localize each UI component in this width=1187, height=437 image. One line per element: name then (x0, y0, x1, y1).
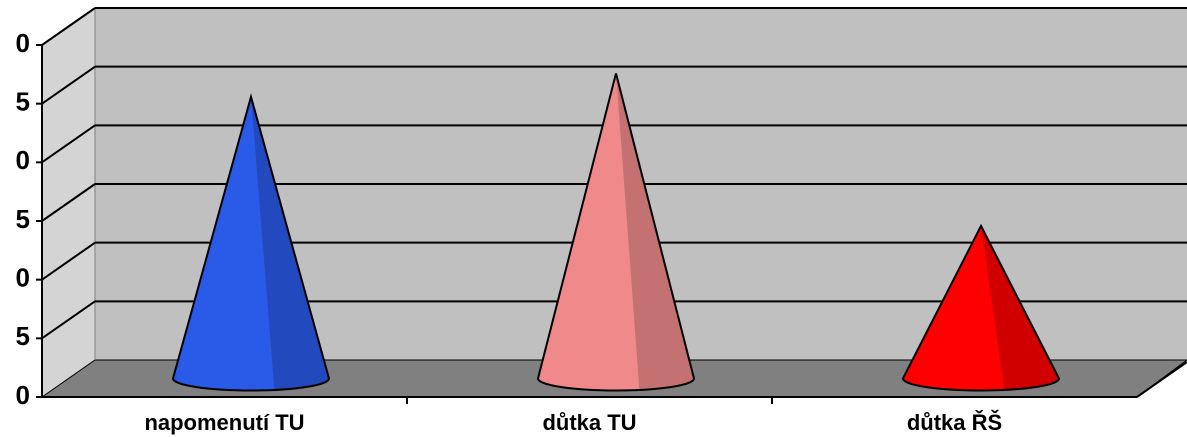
y-tick-label: 0 (16, 28, 30, 58)
x-tick-label: napomenutí TU (144, 410, 304, 435)
cone (536, 73, 696, 392)
y-tick-label: 0 (16, 145, 30, 175)
cone-shade (616, 73, 694, 390)
y-tick-label: 0 (16, 263, 30, 293)
x-tick-label: důtka TU (542, 410, 636, 435)
cone (171, 93, 331, 392)
grid-line (41, 300, 96, 340)
grid-line (41, 183, 96, 222)
grid-line (41, 241, 96, 281)
y-tick-label: 5 (16, 321, 30, 351)
y-tick-label: 5 (16, 87, 30, 117)
grid-line (41, 65, 96, 105)
cone-shade (251, 96, 329, 390)
cone (901, 223, 1061, 392)
y-tick-label: 0 (16, 380, 30, 410)
grid-line (41, 124, 96, 164)
floor-edge (1136, 361, 1187, 398)
grid-line (41, 7, 96, 46)
x-tick-label: důtka ŘŠ (907, 410, 1002, 435)
y-tick-label: 5 (16, 204, 30, 234)
cone-shade (981, 225, 1059, 390)
